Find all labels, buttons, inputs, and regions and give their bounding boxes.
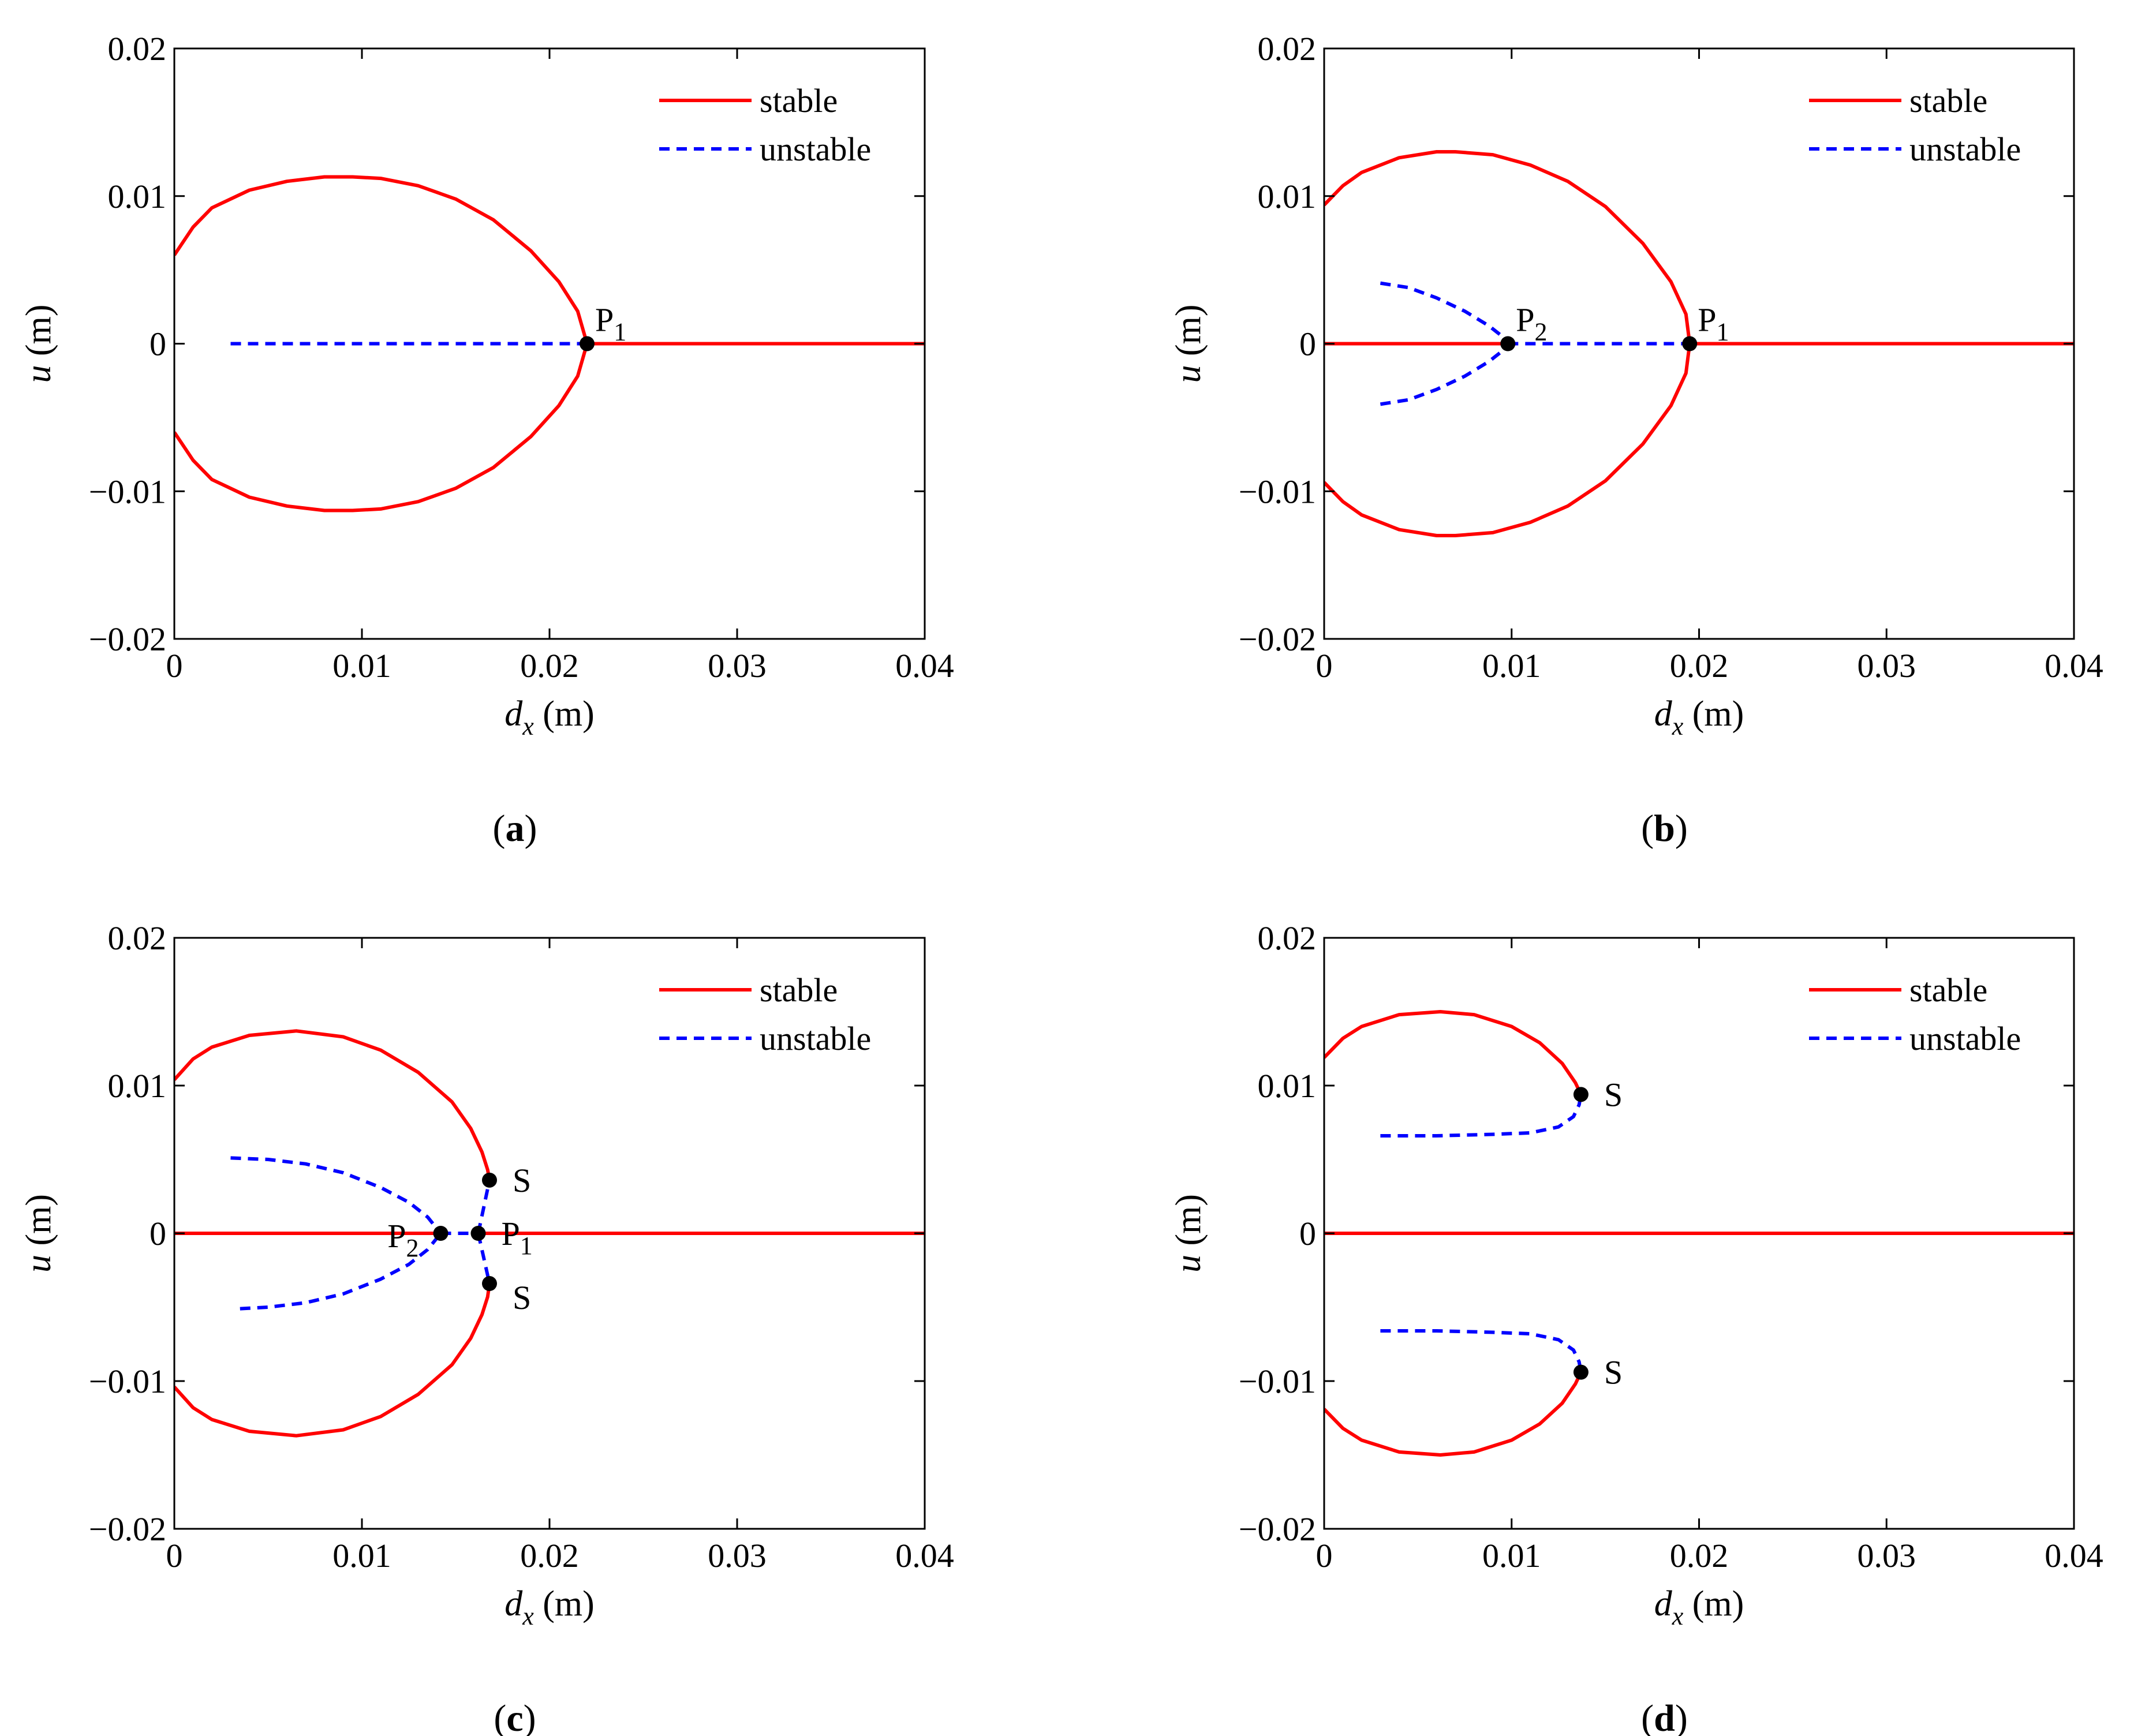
y-tick-label: −0.02 [89,1510,166,1548]
legend-label-stable: stable [1909,82,1987,119]
point-label: S [513,1279,531,1316]
legend-label-stable: stable [1909,971,1987,1009]
series-line-unstable-7 [230,1156,442,1234]
panel-label: (c) [494,1697,536,1736]
x-tick-label: 0.01 [1482,1537,1541,1574]
point-marker [482,1276,497,1292]
x-tick-label: 0.04 [895,647,954,684]
point-label: S [513,1162,531,1199]
y-axis-label: u (m) [1169,1194,1208,1273]
y-tick-label: −0.01 [1239,473,1316,510]
y-tick-label: 0 [1299,326,1316,363]
y-tick-label: −0.01 [1239,1363,1316,1400]
point-label: S [1604,1354,1623,1391]
point-marker [470,1226,486,1241]
y-tick-label: −0.02 [1239,1510,1316,1548]
x-tick-label: 0.02 [520,1537,579,1574]
point-marker [1573,1364,1589,1380]
panel-label: (a) [493,807,537,850]
y-tick-label: 0.01 [108,1067,167,1105]
series-line-unstable-6 [1380,342,1509,406]
legend-label-unstable: unstable [1909,130,2021,168]
point-label: S [1604,1076,1623,1113]
legend-label-unstable: unstable [1909,1020,2021,1057]
y-tick-label: 0 [1299,1215,1316,1252]
x-tick-label: 0.02 [1670,647,1729,684]
x-tick-label: 0.03 [1858,647,1916,684]
x-tick-label: 0.04 [2045,647,2103,684]
x-tick-label: 0.01 [1482,647,1541,684]
y-tick-label: 0.01 [1258,178,1317,215]
legend-label-stable: stable [760,82,838,119]
series-line-unstable-3 [1380,1094,1583,1138]
x-axis-label: dx (m) [504,694,595,740]
series-line-stable-1 [174,343,589,512]
series-line-unstable-5 [1380,281,1509,345]
y-tick-label: 0.01 [1258,1067,1317,1105]
point-marker [482,1172,497,1188]
x-tick-label: 0.02 [520,647,579,684]
y-tick-label: −0.02 [89,620,166,658]
panel-b: 0 0.01 0.02 0.03 0.04 −0.02 −0.01 0 0.01 0.02 dx (… [1169,30,2103,850]
y-axis-label: u (m) [1169,304,1208,383]
y-tick-label: 0.02 [108,30,167,68]
y-axis-label: u (m) [19,304,58,383]
series-line-unstable-4 [1380,1329,1583,1373]
point-label: P1 [1698,301,1729,346]
x-tick-label: 0.04 [2045,1537,2103,1574]
x-axis-label: dx (m) [504,1584,595,1630]
y-tick-label: 0 [150,326,166,363]
point-marker [580,336,595,351]
panel-label: (b) [1641,807,1688,850]
point-marker [1573,1087,1589,1102]
point-label: P2 [387,1217,418,1262]
y-tick-label: 0.02 [108,919,167,957]
x-tick-label: 0.04 [895,1537,954,1574]
point-label: P2 [1516,301,1547,346]
x-axis-label: dx (m) [1654,1584,1744,1630]
series-line-unstable-5 [476,1180,491,1234]
x-tick-label: 0.01 [332,1537,391,1574]
x-tick-label: 0.01 [332,647,391,684]
legend-label-unstable: unstable [760,1020,871,1057]
y-tick-label: −0.01 [89,1363,166,1400]
series-line-stable-0 [1324,150,1692,344]
series-line-stable-0 [174,1029,491,1181]
x-tick-label: 0 [1316,1537,1333,1574]
y-tick-label: 0.02 [1258,30,1317,68]
panel-label: (d) [1641,1697,1688,1736]
legend-label-stable: stable [760,971,838,1009]
x-tick-label: 0.02 [1670,1537,1729,1574]
panel-d: 0 0.01 0.02 0.03 0.04 −0.02 −0.01 0 0.01 0.02 dx (… [1169,919,2103,1736]
y-tick-label: 0.02 [1258,919,1317,957]
point-label: P1 [502,1215,533,1260]
point-marker [1500,336,1516,351]
series-line-unstable-6 [476,1233,491,1284]
x-tick-label: 0.03 [708,1537,767,1574]
series-line-stable-0 [174,175,589,345]
y-tick-label: 0 [150,1215,166,1252]
series-line-stable-1 [1324,343,1692,537]
series-line-unstable-8 [240,1232,442,1311]
series-line-stable-1 [1324,1371,1583,1457]
series-line-stable-1 [174,1283,491,1438]
y-tick-label: −0.01 [89,473,166,510]
point-marker [433,1226,449,1241]
point-label: P1 [595,301,626,346]
x-tick-label: 0 [1316,647,1333,684]
y-axis-label: u (m) [19,1194,58,1273]
point-marker [1682,336,1698,351]
series-line-stable-0 [1324,1010,1583,1095]
x-tick-label: 0.03 [1858,1537,1916,1574]
x-tick-label: 0 [166,1537,183,1574]
y-tick-label: 0.01 [108,178,167,215]
panel-c: 0 0.01 0.02 0.03 0.04 −0.02 −0.01 0 0.01 0.02 dx (… [19,919,954,1736]
x-tick-label: 0 [166,647,183,684]
panel-a: 0 0.01 0.02 0.03 0.04 −0.02 −0.01 0 0.01 0.02 dx (… [19,30,954,850]
legend-label-unstable: unstable [760,130,871,168]
y-tick-label: −0.02 [1239,620,1316,658]
x-axis-label: dx (m) [1654,694,1744,740]
x-tick-label: 0.03 [708,647,767,684]
